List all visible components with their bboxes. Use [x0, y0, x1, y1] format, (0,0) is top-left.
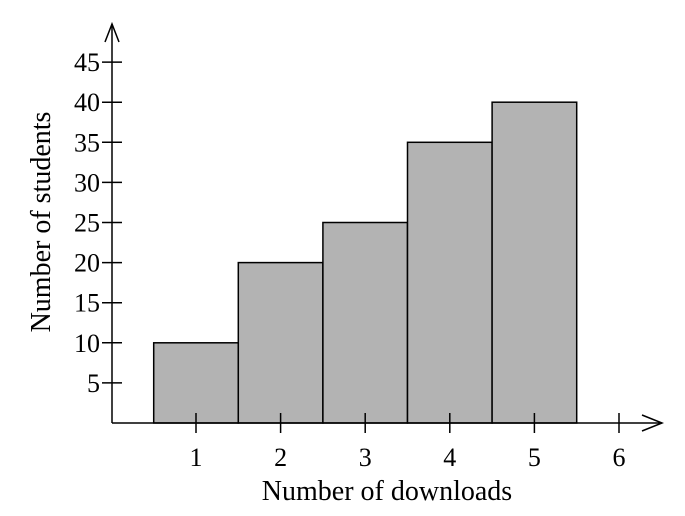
axes-group: [104, 21, 665, 432]
x-axis-arrow: [641, 414, 665, 432]
x-tick-label-2: 2: [274, 443, 287, 472]
y-tick-label-10: 10: [74, 329, 100, 358]
bar-1: [152, 342, 240, 424]
y-axis-arrow: [104, 21, 120, 43]
bars-group: [152, 101, 578, 424]
y-axis-title: Number of students: [26, 112, 57, 333]
y-tick-label-40: 40: [74, 88, 100, 117]
x-tick-label-6: 6: [613, 443, 626, 472]
ticks-group: [102, 61, 620, 433]
bar-3: [322, 221, 409, 424]
x-tick-label-3: 3: [359, 443, 372, 472]
x-tick-label-4: 4: [443, 443, 456, 472]
y-tick-label-20: 20: [74, 249, 100, 278]
bar-5: [491, 101, 578, 424]
y-tick-label-35: 35: [74, 128, 100, 157]
bar-2: [237, 261, 324, 424]
y-tick-label-25: 25: [74, 209, 100, 238]
bar-4: [406, 141, 493, 424]
y-tick-label-15: 15: [74, 289, 100, 318]
x-axis-title: Number of downloads: [262, 476, 512, 507]
y-tick-label-5: 5: [87, 369, 100, 398]
x-tick-label-5: 5: [528, 443, 541, 472]
x-tick-label-1: 1: [190, 443, 203, 472]
y-tick-label-30: 30: [74, 168, 100, 197]
y-tick-label-45: 45: [74, 48, 100, 77]
